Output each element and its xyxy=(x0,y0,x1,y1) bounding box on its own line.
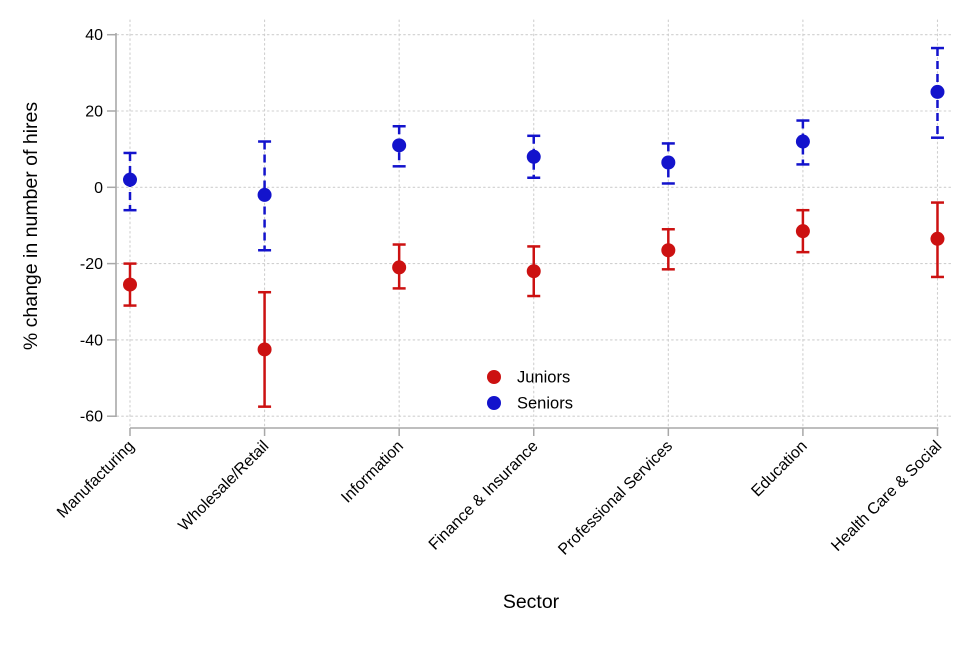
data-point xyxy=(123,277,137,292)
x-category-label: Wholesale/Retail xyxy=(175,438,272,535)
x-category-label: Manufacturing xyxy=(54,438,138,522)
x-axis-title: Sector xyxy=(503,591,560,613)
x-category-label: Information xyxy=(338,438,407,507)
data-point xyxy=(795,134,810,149)
x-category-label: Professional Services xyxy=(555,438,676,559)
legend-label-juniors: Juniors xyxy=(517,369,570,387)
data-point xyxy=(257,187,272,202)
y-tick-label: 0 xyxy=(94,180,103,197)
data-point xyxy=(526,264,541,279)
y-tick-label: 20 xyxy=(85,104,103,121)
data-point xyxy=(795,224,810,239)
y-tick-label: -20 xyxy=(80,256,103,273)
data-point xyxy=(930,84,945,99)
data-point xyxy=(257,342,272,357)
data-point xyxy=(123,172,137,187)
y-tick-label: -60 xyxy=(80,409,103,426)
legend-label-seniors: Seniors xyxy=(517,395,573,413)
data-point xyxy=(526,149,541,164)
legend-swatch-seniors xyxy=(487,396,501,410)
series-juniors xyxy=(123,201,945,408)
data-point xyxy=(661,155,676,170)
y-tick-label: -40 xyxy=(80,332,103,349)
x-category-label: Health Care & Social xyxy=(828,438,945,555)
data-point xyxy=(392,138,407,153)
data-point xyxy=(661,243,676,258)
data-point xyxy=(930,231,945,246)
y-tick-label: 40 xyxy=(85,27,103,44)
x-category-label: Education xyxy=(748,438,810,500)
data-point xyxy=(392,260,407,275)
x-category-label: Finance & Insurance xyxy=(426,438,542,554)
series-seniors xyxy=(123,46,945,252)
y-axis-title: % change in number of hires xyxy=(20,102,42,350)
legend-swatch-juniors xyxy=(487,370,501,384)
